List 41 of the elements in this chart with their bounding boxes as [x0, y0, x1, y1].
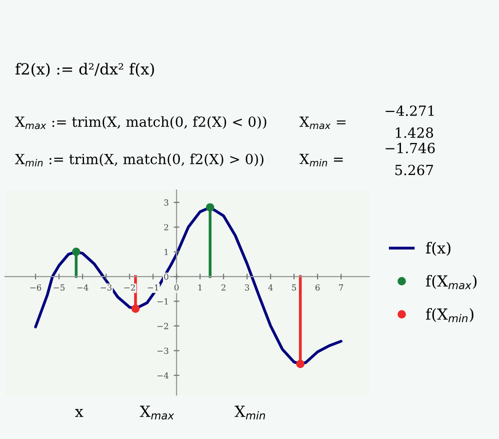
- legend-label: f(x): [426, 242, 450, 256]
- x-tick-label: 1: [198, 284, 202, 291]
- y-tick-label: −4: [158, 372, 168, 379]
- text: X$_{min}$: [234, 406, 265, 420]
- text: X$_{max}$ =: [299, 116, 346, 130]
- y-tick-label: −1: [158, 298, 168, 304]
- text: x: [75, 408, 84, 417]
- text: X$_{min}$ =: [299, 154, 343, 166]
- text: X$_{min}$ := trim(X, match(0, f2(X) > 0)): [15, 154, 264, 166]
- point: [131, 304, 140, 313]
- x-tick-label: 0: [174, 284, 179, 291]
- x-tick-label: −2: [124, 284, 135, 291]
- text: 1.428: [396, 127, 434, 138]
- text: 5.267: [395, 164, 433, 176]
- y-tick-label: −3: [158, 348, 168, 354]
- x-tick-label: 5: [292, 284, 296, 291]
- y-tick-label: 0: [164, 274, 168, 280]
- x-tick-label: 4: [268, 284, 273, 291]
- x-tick-label: 7: [339, 284, 344, 291]
- x-tick-label: −4: [77, 284, 88, 291]
- x-tick-label: −3: [100, 284, 112, 291]
- x-tick-label: 2: [221, 284, 226, 291]
- x-tick-label: 3: [245, 284, 250, 291]
- text: −1.746: [386, 142, 435, 154]
- legend-label: f(X$_{max}$): [426, 274, 477, 290]
- point: [296, 360, 304, 368]
- y-tick-label: 2: [164, 224, 168, 230]
- y-tick-label: 1: [164, 248, 168, 256]
- x-tick-label: −5: [54, 284, 65, 291]
- legend-label: f(X$_{min}$): [426, 308, 474, 322]
- y-tick-label: −2: [158, 322, 168, 330]
- point: [206, 203, 214, 212]
- text: X$_{max}$: [140, 406, 174, 420]
- text: f2(x) := d²/dx² f(x): [16, 62, 154, 77]
- y-tick-label: 3: [164, 199, 168, 206]
- text: X$_{max}$ := trim(X, match(0, f2(X) < 0)): [15, 116, 266, 130]
- text: −4.271: [386, 105, 434, 116]
- x-tick-label: −1: [148, 284, 158, 291]
- x-tick-label: 6: [315, 284, 320, 291]
- x-tick-label: −6: [30, 284, 42, 291]
- point: [72, 248, 80, 256]
